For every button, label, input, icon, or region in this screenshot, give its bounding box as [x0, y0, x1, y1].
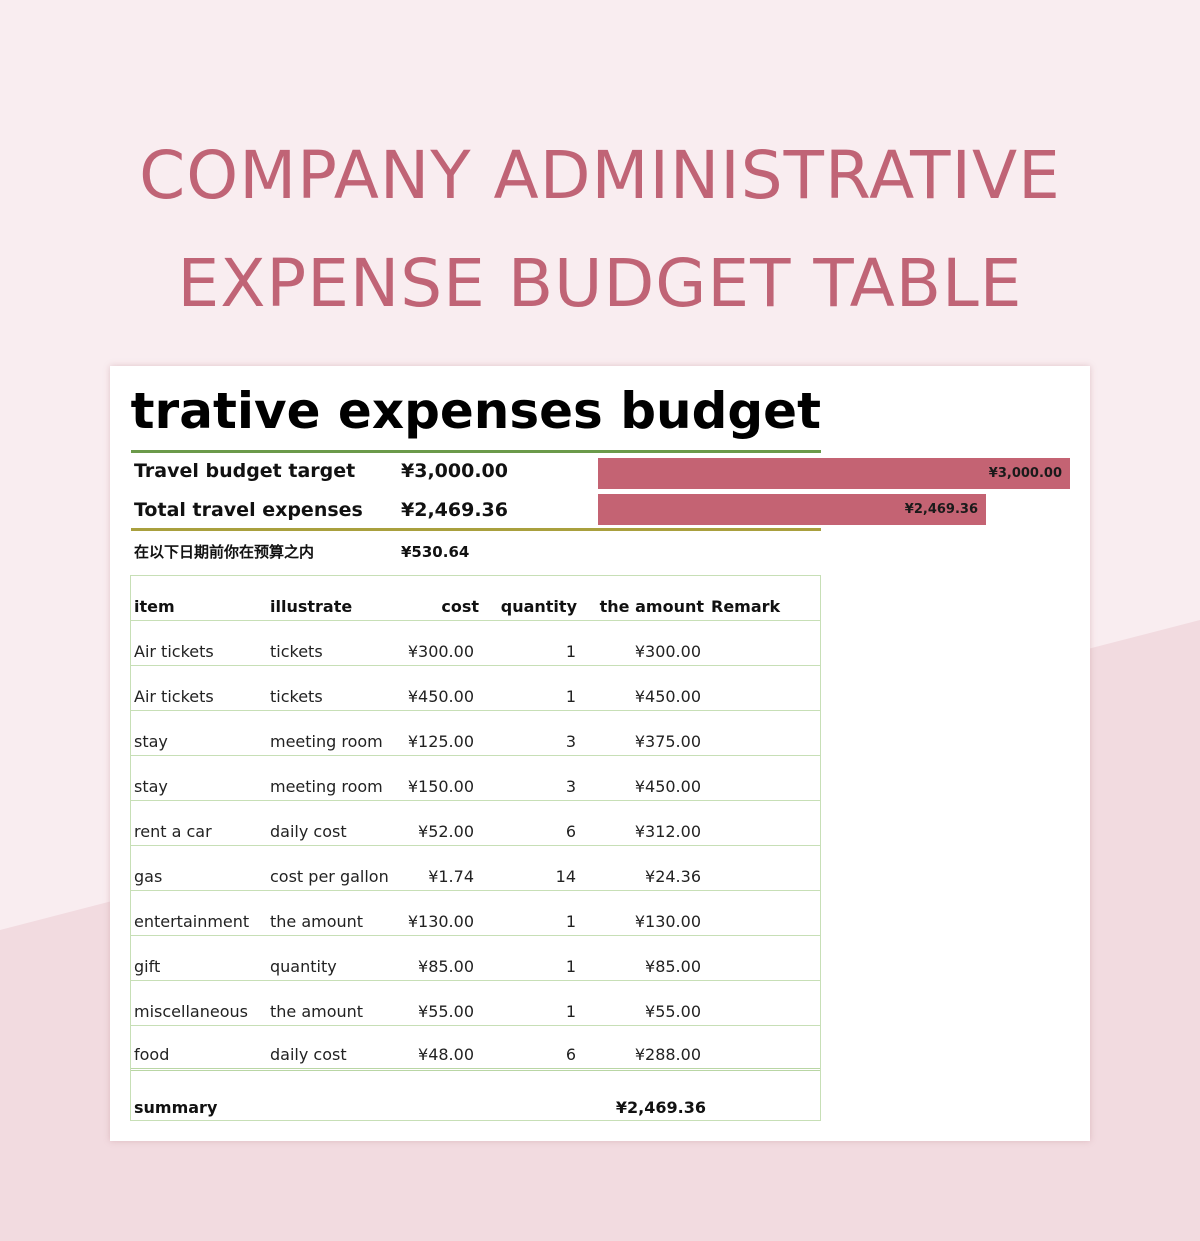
row-illustrate: tickets — [270, 687, 323, 706]
row-cost: ¥55.00 — [418, 1002, 474, 1021]
table-row: stay meeting room ¥125.00 3 ¥375.00 — [131, 711, 820, 756]
row-cost: ¥130.00 — [407, 912, 474, 931]
row-quantity: 6 — [565, 822, 576, 841]
row-cost: ¥450.00 — [407, 687, 474, 706]
header-quantity: quantity — [500, 597, 577, 616]
row-illustrate: meeting room — [270, 732, 383, 751]
row-item: stay — [134, 777, 168, 796]
row-cost: ¥300.00 — [407, 642, 474, 661]
sheet-title: Administrative expenses budget — [131, 382, 821, 440]
table-row: entertainment the amount ¥130.00 1 ¥130.00 — [131, 891, 820, 936]
summary-amount: ¥2,469.36 — [615, 1098, 706, 1117]
row-quantity: 1 — [565, 912, 576, 931]
row-illustrate: daily cost — [270, 1045, 347, 1064]
row-quantity: 1 — [565, 957, 576, 976]
row-illustrate: daily cost — [270, 822, 347, 841]
header-cost: cost — [441, 597, 479, 616]
row-item: entertainment — [134, 912, 250, 931]
row-amount: ¥130.00 — [634, 912, 701, 931]
header-remark: Remark — [711, 597, 781, 616]
row-quantity: 6 — [565, 1045, 576, 1064]
row-amount: ¥450.00 — [634, 777, 701, 796]
total-expenses-bar: ¥2,469.36 — [598, 494, 986, 525]
row-item: gas — [134, 867, 163, 886]
page-title-line-1: COMPANY ADMINISTRATIVE — [139, 137, 1061, 214]
row-item: Air tickets — [134, 687, 214, 706]
table-row: miscellaneous the amount ¥55.00 1 ¥55.00 — [131, 981, 820, 1026]
summary-label: summary — [134, 1098, 218, 1117]
row-cost: ¥1.74 — [428, 867, 474, 886]
title-underline — [131, 450, 821, 453]
row-item: Air tickets — [134, 642, 214, 661]
row-cost: ¥125.00 — [407, 732, 474, 751]
row-illustrate: the amount — [270, 912, 364, 931]
row-amount: ¥85.00 — [645, 957, 701, 976]
row-illustrate: the amount — [270, 1002, 364, 1021]
expense-table: item illustrate cost quantity the amount… — [130, 575, 821, 1121]
row-amount: ¥288.00 — [634, 1045, 701, 1064]
row-quantity: 1 — [565, 687, 576, 706]
table-header-row: item illustrate cost quantity the amount… — [131, 576, 820, 621]
row-cost: ¥85.00 — [418, 957, 474, 976]
remaining-value: ¥530.64 — [401, 543, 470, 561]
total-expenses-value: ¥2,469.36 — [401, 499, 508, 521]
table-row: rent a car daily cost ¥52.00 6 ¥312.00 — [131, 801, 820, 846]
budget-target-bar: ¥3,000.00 — [598, 458, 1070, 489]
budget-target-label: Travel budget target — [134, 460, 356, 482]
table-row: Air tickets tickets ¥450.00 1 ¥450.00 — [131, 666, 820, 711]
row-cost: ¥48.00 — [418, 1045, 474, 1064]
row-quantity: 14 — [555, 867, 576, 886]
summary-underline — [131, 528, 821, 531]
table-row: stay meeting room ¥150.00 3 ¥450.00 — [131, 756, 820, 801]
sheet-title-cell: Administrative expenses budget — [131, 374, 821, 454]
row-amount: ¥300.00 — [634, 642, 701, 661]
row-cost: ¥150.00 — [407, 777, 474, 796]
row-item: stay — [134, 732, 168, 751]
budget-target-value: ¥3,000.00 — [401, 460, 508, 482]
spreadsheet-preview: Administrative expenses budget Travel bu… — [110, 366, 1090, 1141]
page-title-line-2: EXPENSE BUDGET TABLE — [177, 245, 1023, 322]
row-illustrate: tickets — [270, 642, 323, 661]
row-quantity: 1 — [565, 1002, 576, 1021]
table-row: food daily cost ¥48.00 6 ¥288.00 — [131, 1026, 820, 1071]
total-expenses-bar-label: ¥2,469.36 — [904, 502, 978, 517]
row-illustrate: cost per gallon — [270, 867, 389, 886]
header-amount: the amount — [599, 597, 704, 616]
summary-row: summary ¥2,469.36 — [131, 1076, 820, 1121]
row-amount: ¥375.00 — [634, 732, 701, 751]
header-item: item — [134, 597, 175, 616]
row-quantity: 3 — [565, 732, 576, 751]
row-item: gift — [134, 957, 161, 976]
row-amount: ¥312.00 — [634, 822, 701, 841]
row-quantity: 3 — [565, 777, 576, 796]
row-item: food — [134, 1045, 170, 1064]
row-cost: ¥52.00 — [418, 822, 474, 841]
table-row: Air tickets tickets ¥300.00 1 ¥300.00 — [131, 621, 820, 666]
row-amount: ¥450.00 — [634, 687, 701, 706]
budget-target-bar-label: ¥3,000.00 — [988, 466, 1062, 481]
total-expenses-label: Total travel expenses — [134, 499, 363, 521]
header-illustrate: illustrate — [270, 597, 353, 616]
remaining-label: 在以下日期前你在预算之内 — [134, 543, 315, 561]
row-item: rent a car — [134, 822, 212, 841]
row-illustrate: quantity — [270, 957, 337, 976]
table-row: gas cost per gallon ¥1.74 14 ¥24.36 — [131, 846, 820, 891]
page-title: COMPANY ADMINISTRATIVE EXPENSE BUDGET TA… — [0, 122, 1200, 338]
table-row: gift quantity ¥85.00 1 ¥85.00 — [131, 936, 820, 981]
row-illustrate: meeting room — [270, 777, 383, 796]
row-amount: ¥55.00 — [645, 1002, 701, 1021]
row-quantity: 1 — [565, 642, 576, 661]
row-item: miscellaneous — [134, 1002, 248, 1021]
row-amount: ¥24.36 — [645, 867, 701, 886]
